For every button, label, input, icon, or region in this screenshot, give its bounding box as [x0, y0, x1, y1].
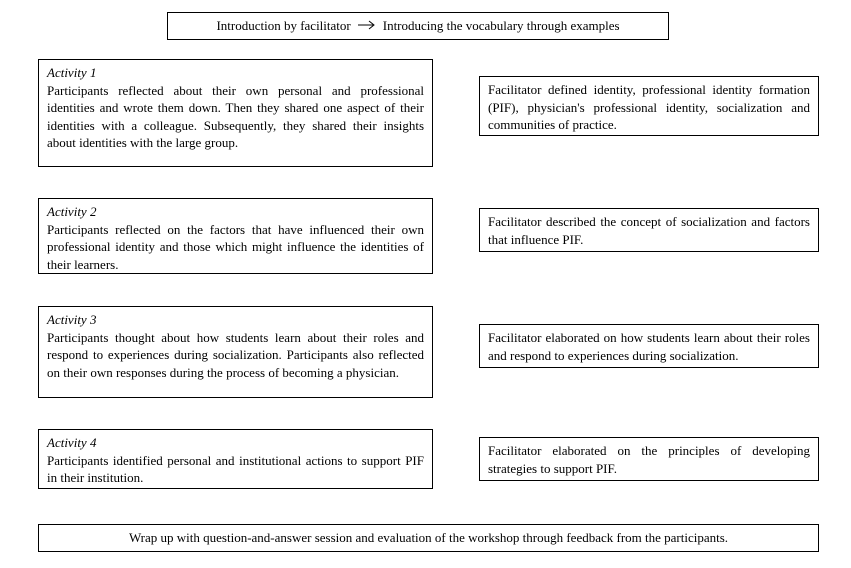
activity-2-right-text: Facilitator described the concept of soc…: [488, 213, 810, 248]
activity-3-title: Activity 3: [47, 311, 424, 329]
activity-3-right-text: Facilitator elaborated on how students l…: [488, 329, 810, 364]
activity-1-title: Activity 1: [47, 64, 424, 82]
arrow-icon: [357, 17, 377, 35]
activity-1-right-box: Facilitator defined identity, profession…: [479, 76, 819, 136]
footer-box: Wrap up with question-and-answer session…: [38, 524, 819, 552]
activity-2-right-box: Facilitator described the concept of soc…: [479, 208, 819, 252]
activity-4-right-box: Facilitator elaborated on the principles…: [479, 437, 819, 481]
activity-4-left-text: Participants identified personal and ins…: [47, 452, 424, 487]
header-content: Introduction by facilitator Introducing …: [216, 17, 619, 35]
activity-1-left-box: Activity 1 Participants reflected about …: [38, 59, 433, 167]
header-right-text: Introducing the vocabulary through examp…: [383, 17, 620, 35]
activity-3-right-box: Facilitator elaborated on how students l…: [479, 324, 819, 368]
footer-text: Wrap up with question-and-answer session…: [129, 529, 728, 547]
activity-2-left-text: Participants reflected on the factors th…: [47, 221, 424, 274]
diagram-container: Introduction by facilitator Introducing …: [0, 0, 851, 568]
activity-4-right-text: Facilitator elaborated on the principles…: [488, 442, 810, 477]
activity-3-left-text: Participants thought about how students …: [47, 329, 424, 382]
activity-2-title: Activity 2: [47, 203, 424, 221]
activity-3-left-box: Activity 3 Participants thought about ho…: [38, 306, 433, 398]
header-box: Introduction by facilitator Introducing …: [167, 12, 669, 40]
activity-2-left-box: Activity 2 Participants reflected on the…: [38, 198, 433, 274]
activity-4-title: Activity 4: [47, 434, 424, 452]
header-left-text: Introduction by facilitator: [216, 17, 350, 35]
activity-4-left-box: Activity 4 Participants identified perso…: [38, 429, 433, 489]
activity-1-right-text: Facilitator defined identity, profession…: [488, 81, 810, 134]
activity-1-left-text: Participants reflected about their own p…: [47, 82, 424, 152]
